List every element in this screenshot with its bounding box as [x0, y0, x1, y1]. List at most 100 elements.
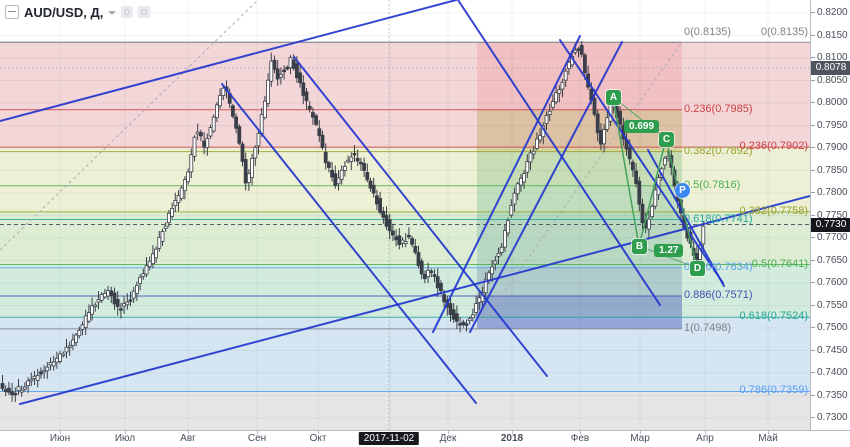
candle-body	[438, 282, 443, 292]
trend-line[interactable]	[432, 35, 581, 333]
trend-line[interactable]	[19, 195, 810, 405]
candle-body	[323, 151, 328, 164]
price-tick: 0.7650	[811, 255, 850, 266]
tick-mark	[811, 349, 815, 351]
chart-plot-area[interactable]: 0(0.8135) 0.236(0.7985) 0.382(0.7892) 0.5(0…	[0, 0, 810, 430]
price-tick: 0.7500	[811, 322, 850, 333]
candle-body	[93, 304, 98, 307]
pattern-segment[interactable]	[612, 96, 640, 247]
tick-mark	[811, 12, 815, 13]
candle-body	[170, 207, 175, 217]
price-tick-label: 0.7300	[817, 412, 848, 423]
trend-line[interactable]	[559, 39, 724, 284]
time-label-Авг[interactable]: Авг	[180, 433, 196, 444]
tick-mark	[811, 394, 815, 396]
candle-body	[346, 159, 351, 163]
time-label-2018[interactable]: 2018	[500, 433, 524, 444]
candle-body	[250, 157, 255, 178]
candle-body	[176, 195, 181, 203]
candle-body	[384, 214, 389, 227]
trend-line[interactable]	[221, 83, 477, 404]
trend-lines[interactable]	[0, 0, 810, 405]
candle-body	[211, 116, 216, 132]
candle-body	[330, 169, 335, 178]
candle-body	[106, 290, 110, 297]
trend-line[interactable]	[469, 41, 623, 333]
time-label-Апр[interactable]: Апр	[696, 433, 714, 444]
candle-body	[378, 198, 383, 213]
time-label-Фев[interactable]: Фев	[570, 433, 590, 444]
time-label-Июн[interactable]: Июн	[49, 433, 71, 444]
candle-body	[362, 163, 367, 171]
time-tick-mark	[768, 431, 769, 434]
collapse-icon[interactable]	[5, 5, 19, 19]
candle-body	[416, 252, 421, 266]
candle-body	[371, 184, 376, 194]
candle-body	[640, 203, 645, 224]
candle-body	[144, 265, 149, 275]
chevron-down-icon[interactable]	[108, 11, 117, 15]
candle-body	[26, 380, 31, 387]
candle-body	[67, 345, 72, 348]
candle-body	[221, 87, 226, 97]
price-tick: 0.7450	[811, 345, 850, 356]
fib-2-band	[0, 42, 810, 148]
trend-line[interactable]	[647, 149, 725, 287]
candle-body	[301, 82, 306, 96]
time-label-Июл[interactable]: Июл	[114, 433, 136, 444]
fib-2-band	[0, 147, 810, 212]
candle-body	[599, 129, 603, 145]
fib-1-trendline[interactable]	[476, 41, 683, 331]
candle-body	[103, 292, 107, 298]
candle-body	[202, 140, 207, 148]
candle-body	[365, 172, 370, 181]
price-tick: 0.7300	[811, 412, 850, 423]
price-tick: 0.8100	[811, 52, 850, 63]
candle-body	[394, 236, 399, 241]
time-label-Сен[interactable]: Сен	[247, 433, 267, 444]
time-label-Мар[interactable]: Мар	[630, 433, 650, 444]
price-tick-label: 0.7500	[817, 322, 848, 333]
symbol-title[interactable]: AUD/USD, Д,	[24, 4, 104, 20]
abcd-pattern-lines[interactable]	[612, 96, 698, 269]
time-tick-mark	[60, 431, 61, 434]
tick-mark	[811, 79, 815, 81]
time-tick-mark	[318, 431, 319, 434]
candle-body	[579, 45, 584, 55]
trend-line[interactable]	[293, 56, 548, 377]
candle-body	[451, 309, 456, 320]
chart-canvas[interactable]	[0, 0, 810, 430]
candle-body	[320, 134, 325, 148]
candle-body	[198, 132, 203, 137]
fib-level-lines[interactable]	[0, 41, 810, 392]
pattern-ratio-line[interactable]	[638, 245, 698, 269]
candle-body	[125, 301, 130, 306]
price-tick: 0.7600	[811, 277, 850, 288]
candle-body	[288, 57, 293, 69]
price-axis[interactable]: 0.8200 0.8150 0.8100 0.8050 0.8000 0.7950 0.79…	[810, 0, 850, 430]
pattern-segment[interactable]	[638, 138, 667, 247]
candle-body	[48, 362, 53, 366]
time-label-Дек[interactable]: Дек	[439, 433, 457, 444]
pattern-segment[interactable]	[665, 138, 698, 269]
candle-body	[32, 375, 37, 379]
candle-body	[22, 386, 27, 390]
fib-bands	[0, 42, 810, 430]
time-axis[interactable]: Июн Июл Авг Сен Окт Дек 2018 Фев Мар Апр Май 2017-1…	[0, 430, 850, 447]
candle-body	[61, 353, 66, 357]
candle-body	[458, 323, 463, 326]
trend-line[interactable]	[0, 0, 457, 122]
time-label-Окт[interactable]: Окт	[309, 433, 327, 444]
candle-body	[355, 157, 360, 162]
fib-1-band	[477, 267, 682, 297]
camera-icon[interactable]	[121, 6, 134, 18]
camera-icon[interactable]	[138, 6, 151, 18]
time-label-Май[interactable]: Май	[758, 433, 778, 444]
candle-body	[214, 104, 219, 119]
trend-line[interactable]	[457, 0, 661, 306]
candle-body	[381, 210, 386, 218]
candle-body	[253, 146, 258, 159]
candle-body	[150, 253, 155, 265]
price-tick-label: 0.7550	[817, 299, 848, 311]
symbol-legend[interactable]: AUD/USD, Д,	[5, 4, 151, 20]
